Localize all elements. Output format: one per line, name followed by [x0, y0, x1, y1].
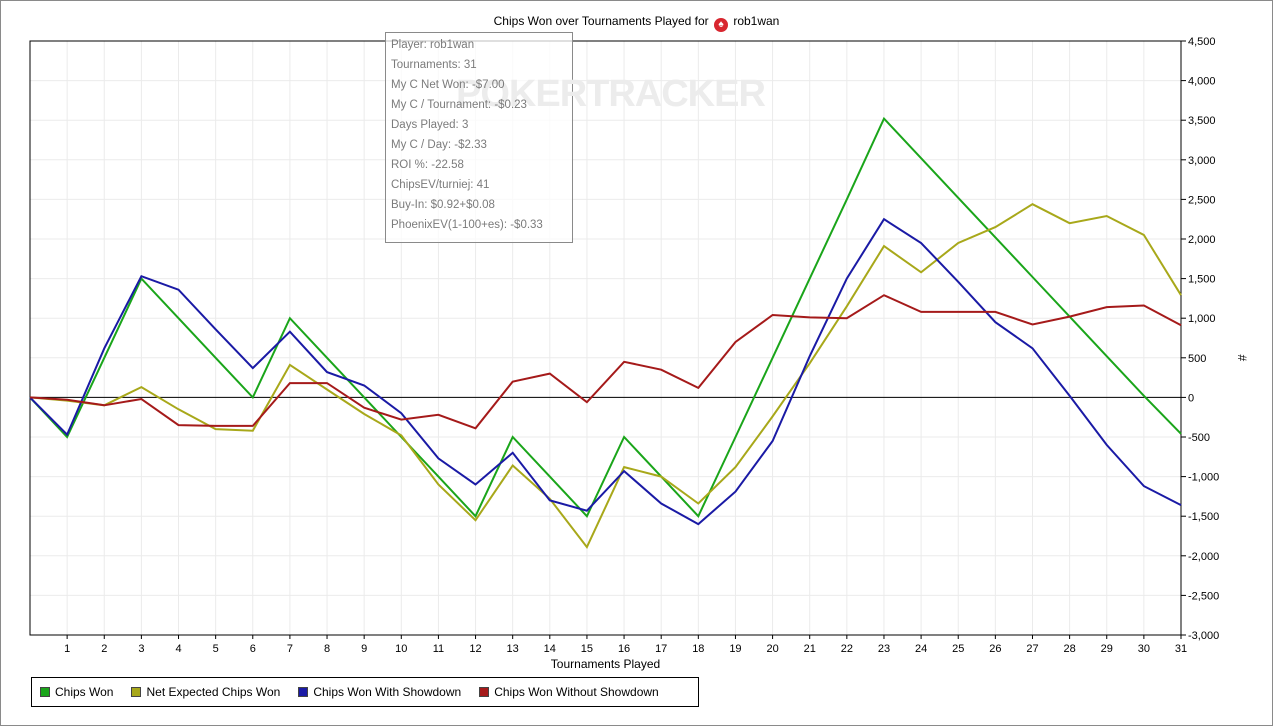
x-tick-label: 30	[1138, 643, 1150, 655]
stats-tooltip: POKERTRACKER Player: rob1wan Tournaments…	[385, 32, 766, 243]
x-tick-label: 20	[766, 643, 778, 655]
x-tick-label: 7	[287, 643, 293, 655]
x-tick-label: 14	[544, 643, 556, 655]
x-axis-title: Tournaments Played	[550, 657, 661, 671]
legend: Chips Won Net Expected Chips Won Chips W…	[31, 677, 699, 707]
series-line-chips-won-with-showdown	[29, 217, 1182, 526]
y-tick-label: 1,500	[1188, 274, 1216, 286]
x-tick-label: 6	[250, 643, 256, 655]
y-tick-label: 0	[1188, 392, 1194, 404]
spade-icon: ♠	[713, 18, 728, 32]
legend-item-chips-won: Chips Won	[40, 685, 113, 699]
y-tick-label: 1,000	[1188, 313, 1216, 325]
pokertracker-watermark: POKERTRACKER	[456, 73, 766, 115]
y-tick-label: 2,500	[1188, 194, 1216, 206]
legend-swatch-chips-won	[40, 687, 50, 697]
y-tick-label: -3,000	[1188, 630, 1219, 642]
tooltip-line: Buy-In: $0.92+$0.08	[391, 199, 495, 211]
x-tick-label: 29	[1101, 643, 1113, 655]
y-axis-title: #	[1235, 354, 1249, 361]
legend-item-net-expected-chips-won: Net Expected Chips Won	[131, 685, 280, 699]
y-tick-label: 4,500	[1188, 36, 1216, 48]
legend-item-without-showdown: Chips Won Without Showdown	[479, 685, 659, 699]
y-tick-label: 3,000	[1188, 155, 1216, 167]
legend-label-without-showdown: Chips Won Without Showdown	[494, 685, 659, 699]
x-tick-label: 25	[952, 643, 964, 655]
legend-item-with-showdown: Chips Won With Showdown	[298, 685, 461, 699]
x-tick-label: 26	[989, 643, 1001, 655]
tooltip-line: PhoenixEV(1-100+es): -$0.33	[391, 219, 543, 231]
tooltip-line: ROI %: -22.58	[391, 159, 464, 171]
x-tick-label: 13	[507, 643, 519, 655]
legend-swatch-without-showdown	[479, 687, 490, 697]
x-tick-label: 24	[915, 643, 927, 655]
x-tick-label: 19	[729, 643, 741, 655]
x-tick-label: 4	[175, 643, 181, 655]
player-name: rob1wan	[733, 14, 780, 28]
legend-label-net-expected: Net Expected Chips Won	[146, 685, 281, 699]
x-tick-label: 15	[581, 643, 593, 655]
plot-border	[29, 40, 1182, 636]
x-tick-label: 23	[878, 643, 890, 655]
chart-title-prefix: Chips Won over Tournaments Played for	[493, 14, 709, 28]
tooltip-line: My C / Day: -$2.33	[391, 139, 487, 151]
chart-title: Chips Won over Tournaments Played for ♠ …	[0, 14, 1273, 32]
tooltip-line: ChipsEV/turniej: 41	[391, 179, 490, 191]
y-tick-label: -2,000	[1188, 551, 1219, 563]
x-tick-label: 31	[1175, 643, 1187, 655]
y-tick-label: -500	[1188, 432, 1210, 444]
legend-label-chips-won: Chips Won	[55, 685, 114, 699]
x-tick-label: 5	[213, 643, 219, 655]
x-tick-label: 10	[395, 643, 407, 655]
x-tick-label: 17	[655, 643, 667, 655]
y-tick-label: -2,500	[1188, 590, 1219, 602]
legend-swatch-net-expected	[131, 687, 142, 697]
tooltip-line: My C Net Won: -$7.00	[391, 79, 505, 91]
x-tick-label: 1	[64, 643, 70, 655]
legend-label-with-showdown: Chips Won With Showdown	[313, 685, 462, 699]
series-line-net-expected-chips-won	[29, 203, 1182, 550]
x-tick-label: 2	[101, 643, 107, 655]
tooltip-line: My C / Tournament: -$0.23	[391, 99, 527, 111]
x-tick-label: 28	[1063, 643, 1075, 655]
y-tick-label: 500	[1188, 353, 1206, 365]
x-tick-label: 12	[469, 643, 481, 655]
x-tick-label: 8	[324, 643, 330, 655]
x-tick-label: 21	[804, 643, 816, 655]
y-tick-label: 2,000	[1188, 234, 1216, 246]
series-line-chips-won-without-showdown	[29, 294, 1182, 430]
y-tick-label: -1,000	[1188, 472, 1219, 484]
x-tick-label: 9	[361, 643, 367, 655]
y-tick-label: 3,500	[1188, 115, 1216, 127]
y-tick-label: 4,000	[1188, 76, 1216, 88]
tooltip-line: Tournaments: 31	[391, 59, 477, 71]
x-tick-label: 27	[1026, 643, 1038, 655]
x-tick-label: 22	[841, 643, 853, 655]
x-tick-label: 3	[138, 643, 144, 655]
x-tick-label: 11	[433, 643, 444, 655]
plot-area	[30, 41, 1181, 635]
legend-swatch-with-showdown	[298, 687, 309, 697]
tooltip-line: Days Played: 3	[391, 119, 469, 131]
tooltip-line: Player: rob1wan	[391, 39, 475, 51]
x-tick-label: 16	[618, 643, 630, 655]
x-tick-label: 18	[692, 643, 704, 655]
y-tick-label: -1,500	[1188, 511, 1219, 523]
